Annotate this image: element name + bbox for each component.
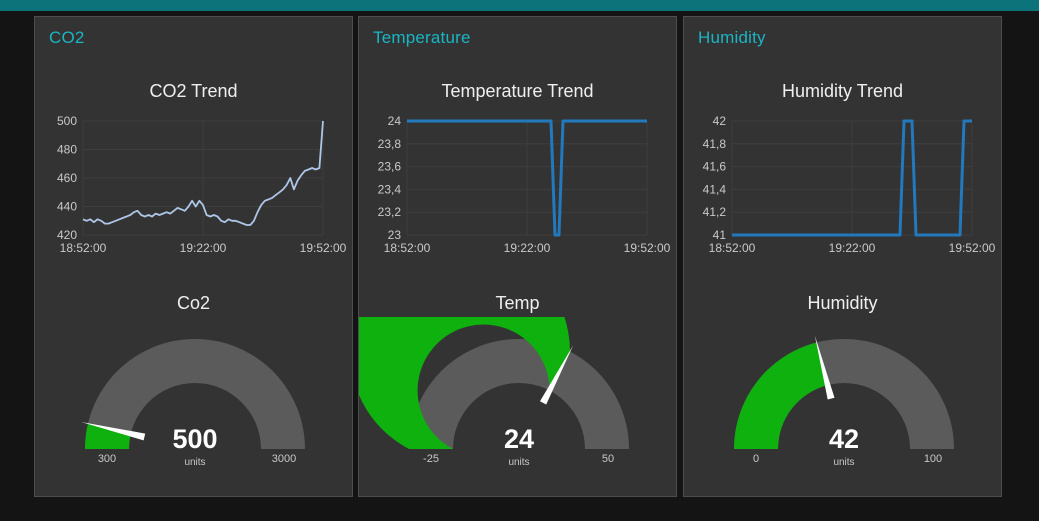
svg-text:18:52:00: 18:52:00 xyxy=(384,241,431,255)
gauge-title-co2: Co2 xyxy=(176,293,211,313)
svg-text:18:52:00: 18:52:00 xyxy=(709,241,756,255)
humidity-trend-line-chart[interactable]: 41 41,2 41,4 41,6 41,8 42 18:52:00 19:22:00 19:5… xyxy=(684,105,1003,257)
temperature-trend-line-chart[interactable]: 23 23,2 23,4 23,6 23,8 24 18:52:00 19:22:00 19:5… xyxy=(359,105,678,257)
gauge-arcs xyxy=(359,317,629,449)
panel-co2: CO2 CO2 Trend 420 440 460 480 500 18:52:00 19:… xyxy=(34,16,353,497)
chart-title-co2-trend: CO2 Trend xyxy=(149,81,238,101)
svg-text:440: 440 xyxy=(57,200,77,214)
svg-text:41: 41 xyxy=(713,228,727,242)
chart-title-humidity-trend: Humidity Trend xyxy=(781,81,904,101)
panel-temperature: Temperature Temperature Trend 23 23,2 23,4… xyxy=(358,16,677,497)
co2-trend-line-chart[interactable]: 420 440 460 480 500 18:52:00 19:22:00 19:52:00 xyxy=(35,105,354,257)
gauge-min-label: 0 xyxy=(753,453,759,465)
svg-text:500: 500 xyxy=(57,114,77,128)
svg-text:23,6: 23,6 xyxy=(378,160,402,174)
gauge-units-label: units xyxy=(833,457,854,468)
gauge-value: 42 xyxy=(829,424,859,454)
svg-text:19:22:00: 19:22:00 xyxy=(504,241,551,255)
svg-text:42: 42 xyxy=(713,114,727,128)
gauge-units-label: units xyxy=(508,457,529,468)
svg-text:41,2: 41,2 xyxy=(703,205,727,219)
panel-humidity: Humidity Humidity Trend 41 41,2 41,4 41,6 41… xyxy=(683,16,1002,497)
svg-text:19:22:00: 19:22:00 xyxy=(829,241,876,255)
svg-text:41,6: 41,6 xyxy=(703,160,727,174)
group-title-humidity: Humidity xyxy=(698,28,766,47)
svg-text:23,2: 23,2 xyxy=(378,205,402,219)
svg-text:19:22:00: 19:22:00 xyxy=(180,241,227,255)
svg-text:41,8: 41,8 xyxy=(703,137,727,151)
svg-text:23,8: 23,8 xyxy=(378,137,402,151)
gauge-arcs xyxy=(81,338,306,449)
svg-text:19:52:00: 19:52:00 xyxy=(949,241,996,255)
svg-text:23: 23 xyxy=(388,228,402,242)
gauge-value: 500 xyxy=(172,424,217,454)
gauge-max-label: 100 xyxy=(924,453,942,465)
humidity-gauge: 42 0 100 units xyxy=(734,335,954,468)
gauge-min-label: -25 xyxy=(423,453,439,465)
gauge-arcs xyxy=(734,335,954,449)
svg-text:19:52:00: 19:52:00 xyxy=(624,241,671,255)
group-title-co2: CO2 xyxy=(49,28,85,47)
svg-text:460: 460 xyxy=(57,171,77,185)
svg-text:420: 420 xyxy=(57,228,77,242)
co2-gauge: 500 300 3000 units xyxy=(81,338,306,468)
group-title-temperature: Temperature xyxy=(373,28,471,47)
gauge-max-label: 50 xyxy=(602,453,614,465)
gauge-value: 24 xyxy=(504,424,534,454)
svg-text:18:52:00: 18:52:00 xyxy=(60,241,107,255)
gauge-title-temp: Temp xyxy=(495,293,540,313)
gauge-units-label: units xyxy=(184,457,205,468)
gauge-title-humidity: Humidity xyxy=(807,293,878,313)
chart-title-temperature-trend: Temperature Trend xyxy=(441,81,594,101)
gauge-min-label: 300 xyxy=(98,453,116,465)
gauge-max-label: 3000 xyxy=(272,453,296,465)
svg-text:480: 480 xyxy=(57,143,77,157)
app-header-bar[interactable] xyxy=(0,0,1039,11)
temperature-gauge: 24 -25 50 units xyxy=(359,317,629,468)
svg-text:41,4: 41,4 xyxy=(703,182,727,196)
svg-text:24: 24 xyxy=(388,114,402,128)
svg-text:19:52:00: 19:52:00 xyxy=(300,241,347,255)
svg-text:23,4: 23,4 xyxy=(378,182,402,196)
